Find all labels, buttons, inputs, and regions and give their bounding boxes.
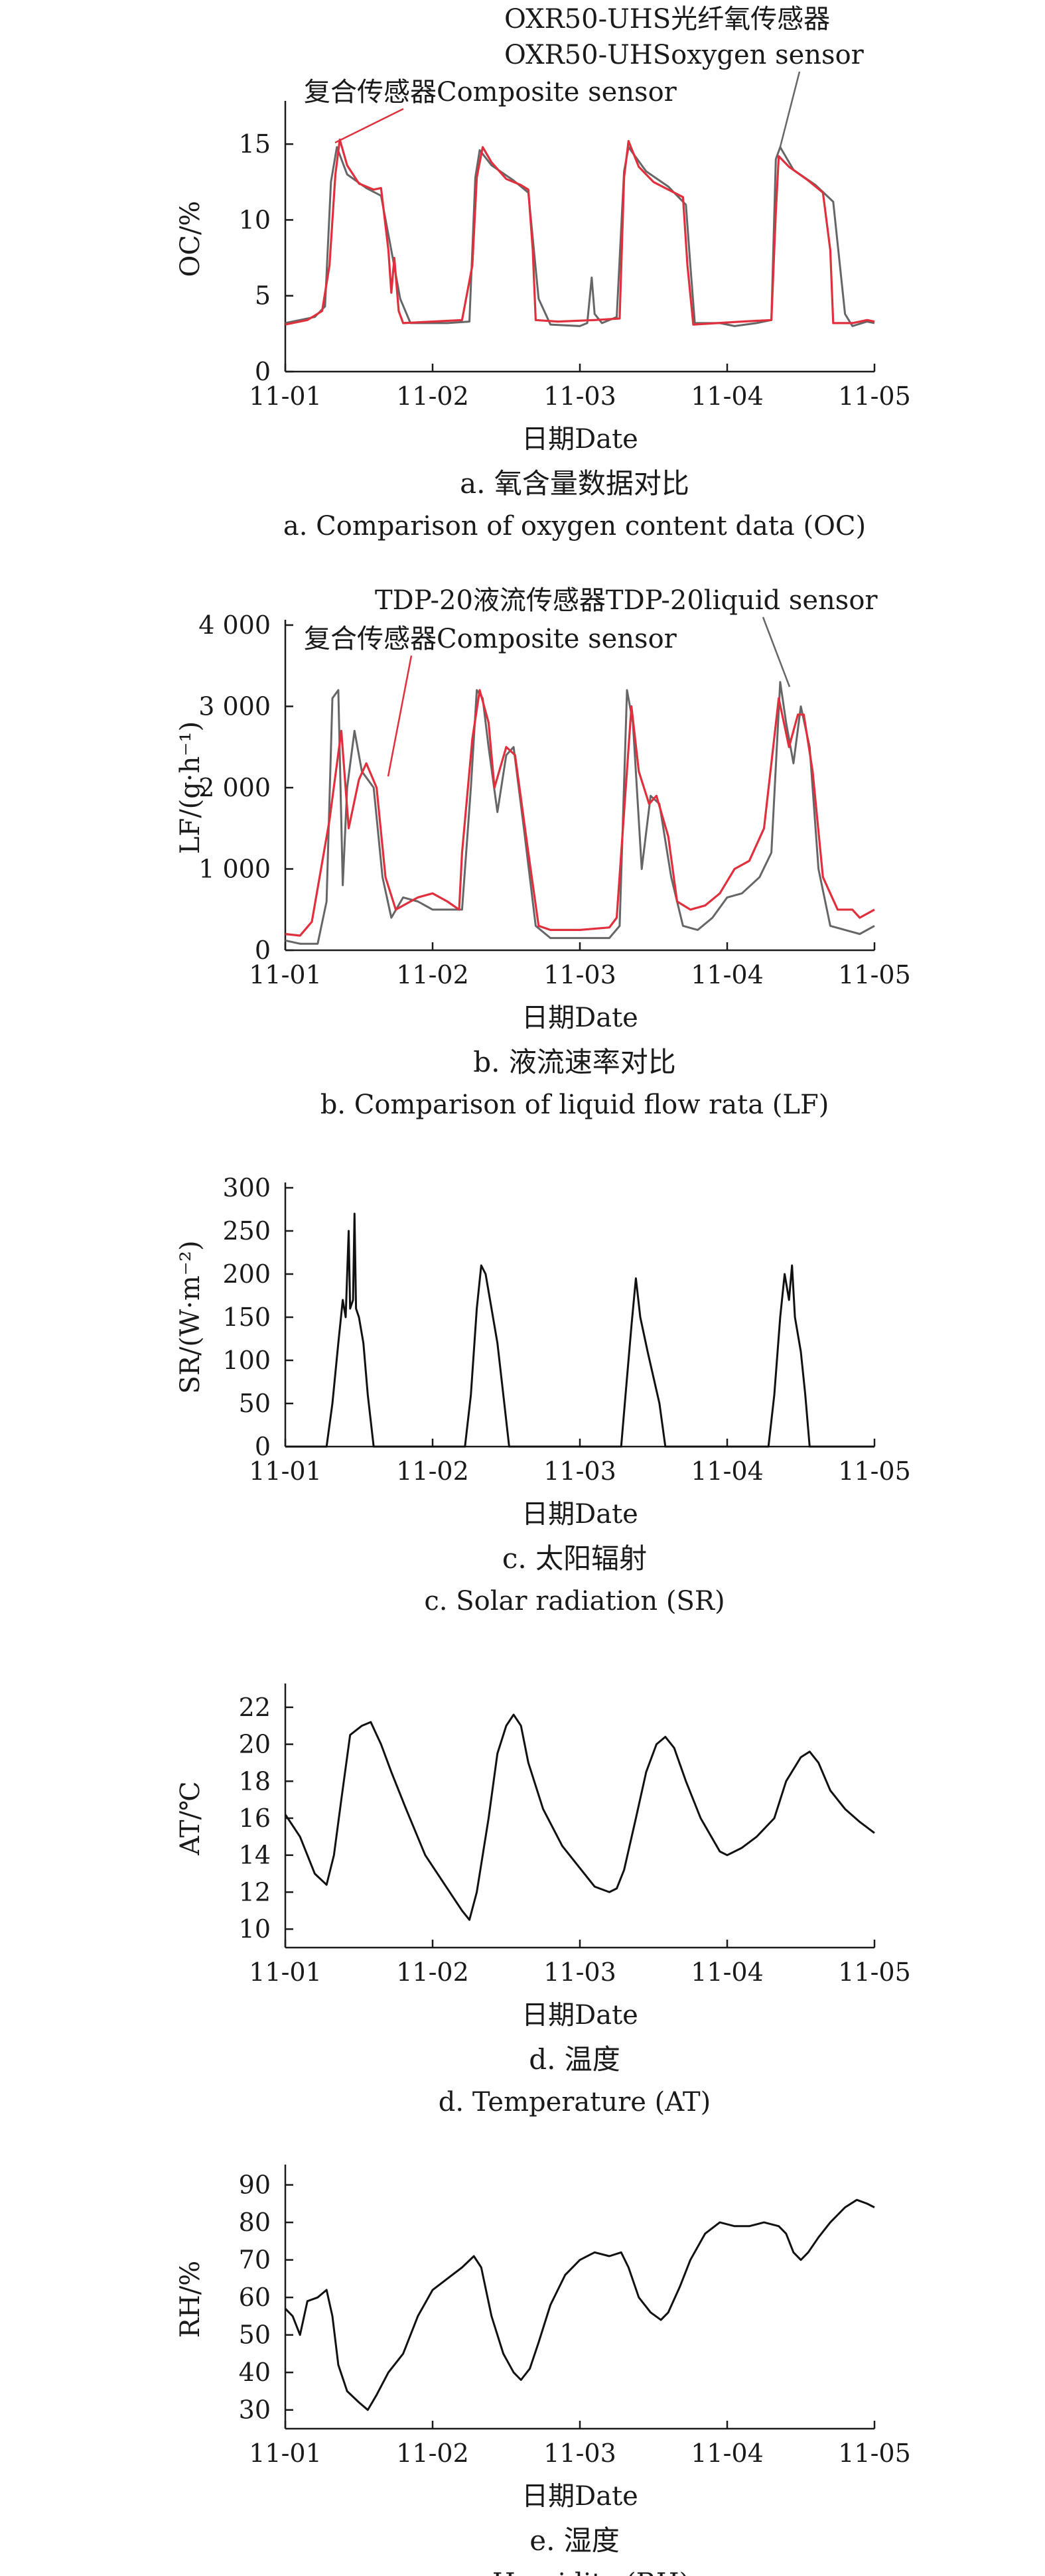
legend-label: OXR50-UHSoxygen sensor xyxy=(504,40,865,70)
legend-leader-line xyxy=(334,107,404,144)
y-tick-label: 1 000 xyxy=(198,855,271,884)
x-tick-label: 11-04 xyxy=(691,1958,764,1987)
y-tick-label: 0 xyxy=(255,357,271,386)
series-line-reference xyxy=(285,146,875,327)
legend-label: 复合传感器Composite sensor xyxy=(304,624,677,654)
caption-cn: d. 温度 xyxy=(529,2043,620,2076)
series-line-single xyxy=(285,1212,874,1448)
x-tick-label: 11-05 xyxy=(838,960,911,989)
x-tick-label: 11-03 xyxy=(543,960,616,989)
x-axis-label: 日期Date xyxy=(522,1499,638,1530)
x-axis-label: 日期Date xyxy=(522,2481,638,2512)
x-tick-label: 11-02 xyxy=(396,2439,469,2468)
y-tick-label: 0 xyxy=(255,936,271,965)
y-tick-label: 12 xyxy=(239,1877,271,1906)
x-tick-label: 11-02 xyxy=(396,960,469,989)
y-tick-label: 70 xyxy=(239,2246,271,2275)
legend-leader-line xyxy=(387,655,413,777)
y-tick-label: 3 000 xyxy=(198,692,271,721)
y-tick-label: 60 xyxy=(239,2283,271,2312)
x-tick-label: 11-04 xyxy=(691,1457,764,1486)
y-tick-label: 30 xyxy=(239,2396,271,2425)
y-tick-label: 18 xyxy=(239,1766,271,1796)
chart-at: 10 12 14 16 18 20 22 11-01 11-02 11-03 11-04 11-05 A… xyxy=(175,1683,911,2117)
series-line-reference xyxy=(285,681,875,945)
y-tick-label: 20 xyxy=(239,1730,271,1759)
series-line-single xyxy=(284,1713,875,1921)
caption-en: d. Temperature (AT) xyxy=(439,2087,711,2117)
y-tick-label: 200 xyxy=(222,1259,271,1289)
x-tick-label: 11-01 xyxy=(249,2439,322,2468)
y-tick-label: 0 xyxy=(255,1432,271,1461)
x-tick-label: 11-05 xyxy=(838,382,911,411)
y-axis-label: AT/℃ xyxy=(175,1781,206,1856)
chart-rh: 30 40 50 60 70 80 90 11-01 11-02 11-03 11-04 11-05 R… xyxy=(175,2165,911,2576)
x-axis-label: 日期Date xyxy=(522,2000,638,2031)
x-tick-label: 11-03 xyxy=(543,1958,616,1987)
x-tick-label: 11-04 xyxy=(691,960,764,989)
legend-leader-line xyxy=(778,71,801,150)
x-tick-label: 11-05 xyxy=(838,2439,911,2468)
y-axis-label: OC/% xyxy=(175,201,206,277)
y-tick-label: 50 xyxy=(239,1389,271,1418)
x-tick-label: 11-05 xyxy=(838,1958,911,1987)
caption-en: e. Humidity (RH) xyxy=(460,2568,689,2576)
y-tick-label: 10 xyxy=(239,1914,271,1944)
legend-label: 复合传感器Composite sensor xyxy=(304,77,677,107)
x-axis-label: 日期Date xyxy=(522,424,638,455)
x-tick-label: 11-03 xyxy=(543,2439,616,2468)
series-line-composite xyxy=(285,138,875,326)
x-tick-label: 11-02 xyxy=(396,1457,469,1486)
y-tick-label: 150 xyxy=(222,1303,271,1332)
y-tick-label: 22 xyxy=(239,1693,271,1722)
x-tick-label: 11-03 xyxy=(543,1457,616,1486)
y-tick-label: 100 xyxy=(222,1346,271,1375)
y-tick-label: 14 xyxy=(239,1841,271,1870)
caption-cn: e. 湿度 xyxy=(529,2524,620,2557)
y-tick-label: 10 xyxy=(239,205,271,234)
caption-cn: b. 液流速率对比 xyxy=(473,1046,676,1078)
y-tick-label: 15 xyxy=(239,129,271,159)
y-tick-label: 2 000 xyxy=(198,773,271,802)
x-tick-label: 11-01 xyxy=(249,960,322,989)
y-tick-label: 16 xyxy=(239,1804,271,1833)
caption-en: b. Comparison of liquid flow rata (LF) xyxy=(320,1090,829,1120)
x-tick-label: 11-04 xyxy=(691,382,764,411)
legend-label: TDP-20液流传感器TDP-20liquid sensor xyxy=(375,585,878,616)
x-tick-label: 11-05 xyxy=(838,1457,911,1486)
series-line-single xyxy=(284,2198,875,2411)
x-tick-label: 11-03 xyxy=(543,382,616,411)
legend-leader-line xyxy=(762,616,791,687)
x-tick-label: 11-01 xyxy=(249,382,322,411)
y-tick-label: 50 xyxy=(239,2321,271,2350)
y-tick-label: 90 xyxy=(239,2171,271,2200)
y-tick-label: 300 xyxy=(222,1173,271,1202)
y-axis-label: SR/(W·m⁻²) xyxy=(175,1240,206,1394)
caption-cn: c. 太阳辐射 xyxy=(502,1542,647,1575)
caption-cn: a. 氧含量数据对比 xyxy=(460,467,689,500)
chart-sr: 0 50 100 150 200 250 300 11-01 11-02 11-03 11-04 11… xyxy=(175,1173,911,1616)
series-line-composite xyxy=(285,689,875,937)
legend-label: OXR50-UHS光纤氧传感器 xyxy=(504,4,830,35)
y-tick-label: 40 xyxy=(239,2358,271,2387)
y-tick-label: 4 000 xyxy=(198,610,271,640)
x-tick-label: 11-02 xyxy=(396,1958,469,1987)
chart-lf: 0 1 000 2 000 3 000 4 000 11-01 11-02 11-03 11-0… xyxy=(175,585,911,1120)
x-tick-label: 11-02 xyxy=(396,382,469,411)
x-tick-label: 11-01 xyxy=(249,1457,322,1486)
y-tick-label: 80 xyxy=(239,2208,271,2237)
y-tick-label: 5 xyxy=(255,281,271,311)
caption-en: a. Comparison of oxygen content data (OC… xyxy=(283,511,866,541)
caption-en: c. Solar radiation (SR) xyxy=(424,1586,725,1616)
y-axis-label: LF/(g·h⁻¹) xyxy=(175,721,206,854)
x-tick-label: 11-04 xyxy=(691,2439,764,2468)
x-tick-label: 11-01 xyxy=(249,1958,322,1987)
y-tick-label: 250 xyxy=(222,1216,271,1246)
x-axis-label: 日期Date xyxy=(522,1003,638,1033)
y-axis-label: RH/% xyxy=(175,2261,206,2338)
chart-oc: 0 5 10 15 11-01 11-02 11-03 11-04 11-05 OC/% 日期Dat… xyxy=(175,4,911,541)
